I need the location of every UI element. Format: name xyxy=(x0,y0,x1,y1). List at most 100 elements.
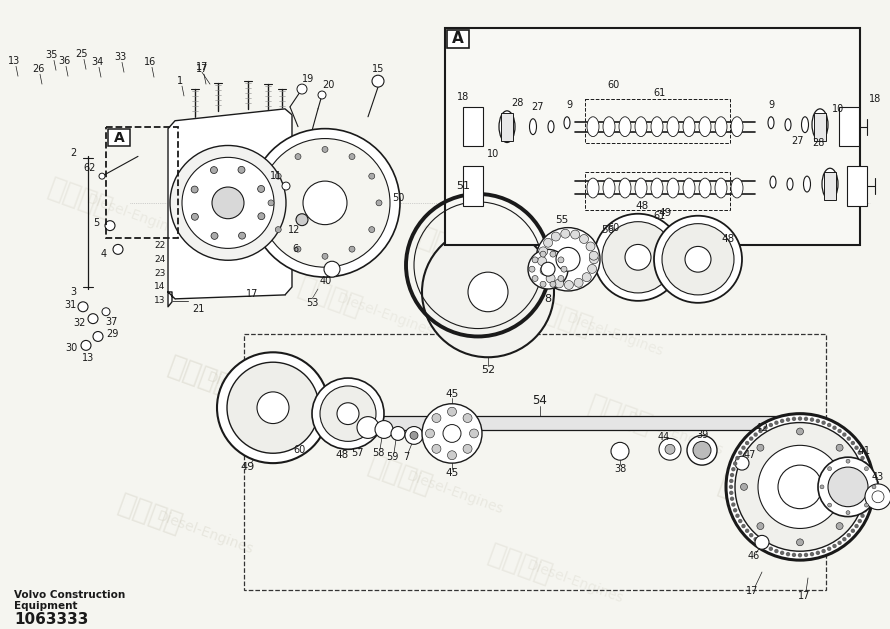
Ellipse shape xyxy=(731,117,743,136)
Text: 50: 50 xyxy=(392,193,404,203)
Circle shape xyxy=(448,407,457,416)
Circle shape xyxy=(238,167,245,174)
Circle shape xyxy=(536,228,600,291)
Circle shape xyxy=(861,456,865,460)
Bar xyxy=(463,107,483,147)
Circle shape xyxy=(797,428,804,435)
Circle shape xyxy=(81,340,91,350)
Text: 17: 17 xyxy=(246,289,258,299)
Circle shape xyxy=(861,513,865,518)
Circle shape xyxy=(862,461,867,465)
Circle shape xyxy=(532,257,538,263)
Circle shape xyxy=(754,432,758,437)
Text: 44: 44 xyxy=(658,432,670,442)
Circle shape xyxy=(792,553,797,557)
Circle shape xyxy=(113,245,123,254)
Ellipse shape xyxy=(564,117,570,129)
Text: 55: 55 xyxy=(555,214,569,225)
Circle shape xyxy=(405,426,423,444)
Circle shape xyxy=(170,145,286,260)
Circle shape xyxy=(804,416,808,421)
Circle shape xyxy=(295,153,301,160)
Circle shape xyxy=(864,503,869,507)
Text: 9: 9 xyxy=(566,100,572,110)
Text: 紫发动力: 紫发动力 xyxy=(484,540,556,589)
Text: 紫发动力: 紫发动力 xyxy=(294,272,366,321)
Circle shape xyxy=(818,457,878,516)
Text: 32: 32 xyxy=(74,318,86,328)
Text: A: A xyxy=(452,31,464,46)
Circle shape xyxy=(586,242,595,251)
Text: 20: 20 xyxy=(322,80,334,90)
Text: 16: 16 xyxy=(144,57,156,67)
Ellipse shape xyxy=(812,109,828,140)
Text: 7: 7 xyxy=(403,452,409,462)
Circle shape xyxy=(654,216,742,303)
Text: 18: 18 xyxy=(457,92,469,102)
Circle shape xyxy=(105,221,115,231)
Circle shape xyxy=(410,431,418,440)
Circle shape xyxy=(797,553,802,557)
Text: 12: 12 xyxy=(287,225,300,235)
Circle shape xyxy=(741,445,746,450)
Circle shape xyxy=(854,445,859,450)
Text: 41: 41 xyxy=(857,446,870,456)
Text: 57: 57 xyxy=(351,448,363,459)
Circle shape xyxy=(432,414,441,423)
Text: 56: 56 xyxy=(602,225,615,235)
Circle shape xyxy=(659,438,681,460)
Text: 10: 10 xyxy=(832,104,844,114)
Circle shape xyxy=(797,539,804,546)
Circle shape xyxy=(780,550,784,555)
Circle shape xyxy=(828,467,831,470)
Circle shape xyxy=(540,281,546,287)
Bar xyxy=(108,129,130,147)
Circle shape xyxy=(832,426,837,430)
Circle shape xyxy=(864,467,869,470)
Circle shape xyxy=(422,404,482,463)
Circle shape xyxy=(730,496,734,501)
Circle shape xyxy=(546,274,555,283)
Circle shape xyxy=(733,508,737,513)
Circle shape xyxy=(318,91,326,99)
Ellipse shape xyxy=(499,111,515,143)
Text: 60: 60 xyxy=(294,445,306,455)
Ellipse shape xyxy=(770,176,776,188)
Circle shape xyxy=(774,549,779,554)
Text: 58: 58 xyxy=(372,448,384,459)
Circle shape xyxy=(741,524,746,528)
Text: 49: 49 xyxy=(659,208,672,218)
Circle shape xyxy=(769,423,773,427)
Text: 15: 15 xyxy=(372,64,384,74)
Bar xyxy=(501,113,513,140)
Circle shape xyxy=(78,302,88,312)
Circle shape xyxy=(550,251,556,257)
Ellipse shape xyxy=(603,117,615,136)
Circle shape xyxy=(756,523,764,530)
Circle shape xyxy=(735,456,749,470)
Circle shape xyxy=(574,278,583,287)
Circle shape xyxy=(864,467,869,471)
Text: 1: 1 xyxy=(177,76,183,86)
Circle shape xyxy=(810,418,814,422)
Bar xyxy=(310,416,802,430)
Circle shape xyxy=(821,421,826,425)
Circle shape xyxy=(842,432,846,437)
Bar xyxy=(585,99,730,143)
Ellipse shape xyxy=(683,117,695,136)
Circle shape xyxy=(538,257,546,265)
Text: 13: 13 xyxy=(8,57,20,66)
Circle shape xyxy=(815,419,820,423)
Circle shape xyxy=(828,467,868,507)
Circle shape xyxy=(275,173,281,179)
Circle shape xyxy=(687,435,717,465)
Circle shape xyxy=(217,352,329,463)
Circle shape xyxy=(303,181,347,225)
Circle shape xyxy=(99,173,105,179)
Circle shape xyxy=(786,418,790,422)
Circle shape xyxy=(425,429,434,438)
Circle shape xyxy=(858,450,862,455)
Circle shape xyxy=(685,247,711,272)
Circle shape xyxy=(324,261,340,277)
Circle shape xyxy=(570,230,579,239)
